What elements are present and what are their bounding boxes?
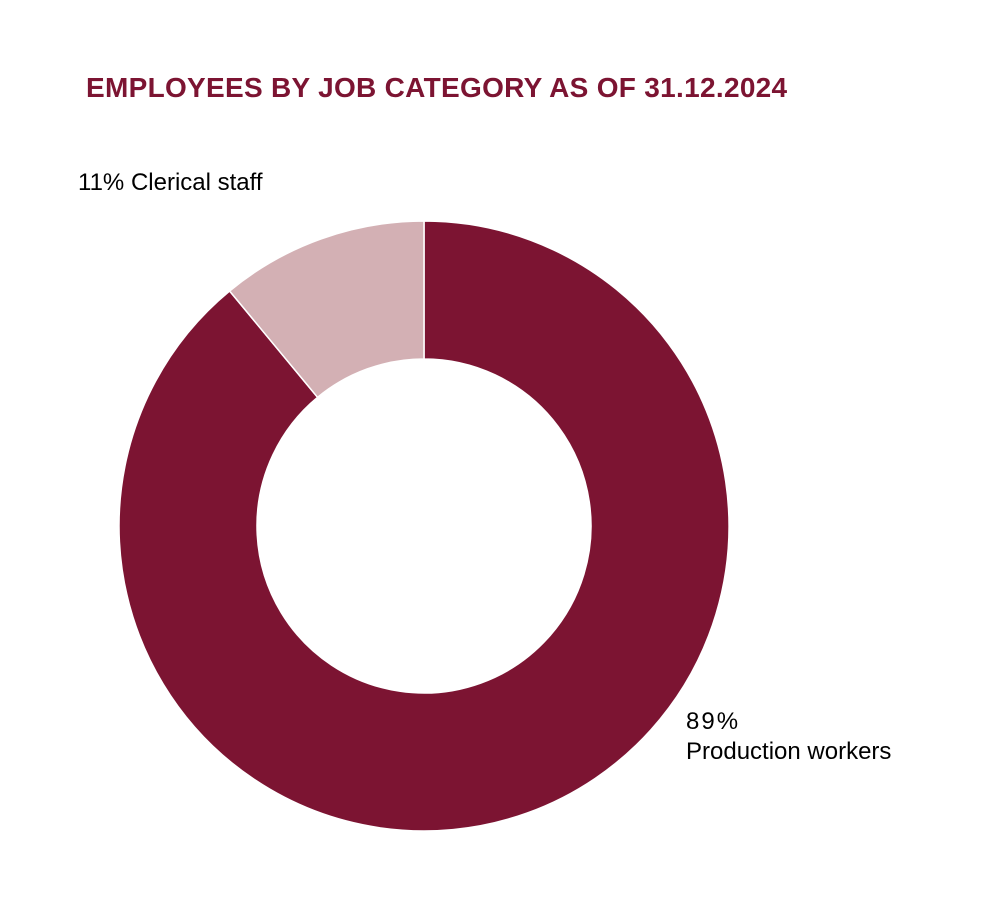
data-label-production-workers: 89% Production workers — [686, 707, 891, 767]
data-label-clerical-percent: 11% — [78, 169, 125, 196]
chart-title: EMPLOYEES BY JOB CATEGORY AS OF 31.12.20… — [86, 72, 788, 103]
data-label-production-name: Production workers — [686, 738, 892, 765]
data-label-production-percent: 89% — [686, 708, 741, 735]
data-label-clerical-name: Clerical staff — [130, 169, 263, 196]
data-label-clerical-staff: 11% Clerical staff — [78, 168, 263, 198]
donut-slice-production-workers — [118, 220, 730, 832]
donut-slice-clerical-staff — [228, 220, 425, 399]
donut-slices — [118, 220, 730, 832]
